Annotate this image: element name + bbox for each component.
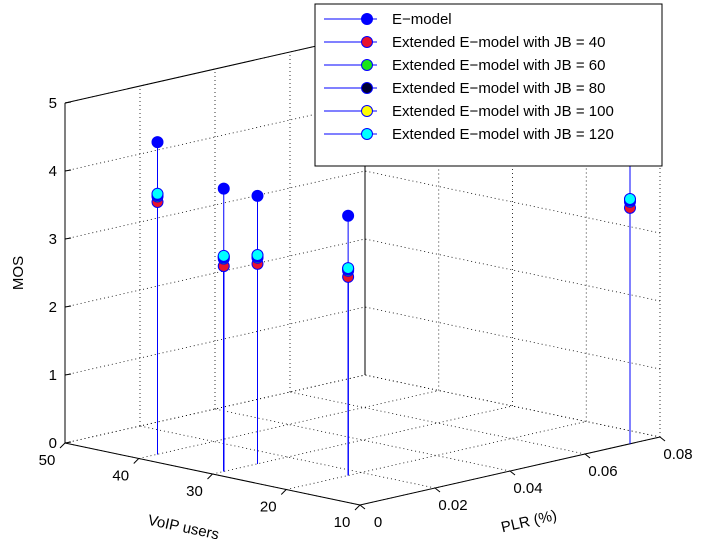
data-point-marker [251, 249, 264, 262]
x-tick-label: 40 [112, 468, 129, 485]
y-tick-label: 0.02 [438, 497, 467, 514]
x-tick [59, 442, 66, 449]
legend-entry-label: Extended E−model with JB = 120 [392, 126, 614, 143]
legend-entry-label: Extended E−model with JB = 80 [392, 80, 605, 97]
markers [151, 136, 636, 283]
legend-entry-label: Extended E−model with JB = 100 [392, 103, 614, 120]
y-tick [659, 436, 666, 442]
grid-line-sidewall-mos [64, 306, 366, 376]
z-tick [64, 373, 72, 376]
y-tick-label: 0.08 [663, 446, 692, 463]
z-tick-label: 0 [49, 435, 57, 452]
z-tick [64, 237, 72, 240]
grid-line-floor-plr [289, 391, 586, 455]
x-tick [207, 473, 213, 480]
legend-entry-label: Extended E−model with JB = 40 [392, 34, 605, 51]
data-point-marker [151, 136, 164, 149]
x-tick [354, 504, 361, 511]
grid-line-floor-users [212, 405, 513, 475]
y-tick-label: 0 [374, 514, 382, 531]
legend-marker [361, 82, 373, 94]
data-point-marker [217, 249, 230, 262]
x-tick-label: 10 [334, 514, 351, 531]
x-axis-label: VoIP users [146, 512, 220, 544]
z-tick [64, 305, 72, 308]
grid-line-floor-users [286, 421, 587, 490]
z-tick-label: 1 [49, 367, 57, 384]
x-tick-label: 20 [260, 499, 277, 516]
legend-marker [361, 59, 373, 71]
x-tick-label: 30 [186, 483, 203, 500]
y-tick-label: 0.06 [588, 463, 617, 480]
data-point-marker [217, 182, 230, 195]
y-tick [359, 504, 366, 510]
z-axis-label: MOS [10, 256, 27, 290]
legend-box [314, 3, 663, 167]
y-tick [434, 487, 441, 493]
legend-marker [361, 105, 373, 117]
x-tick-label: 50 [39, 452, 56, 469]
legend: E−model Extended E−model with JB = 40 Exte… [314, 3, 663, 167]
y-tick-label: 0.04 [513, 480, 542, 497]
grid-line-floor-plr [214, 408, 511, 472]
y-tick [584, 453, 591, 459]
data-point-marker [151, 187, 164, 200]
grid-line-sidewall-mos [64, 374, 366, 444]
legend-entry-label: Extended E−model with JB = 60 [392, 57, 605, 74]
z-tick [64, 169, 72, 172]
y-axis-label: PLR (%) [499, 507, 558, 536]
grid-line-sidewall-mos [64, 238, 366, 308]
z-tick-label: 2 [49, 299, 57, 316]
data-point-marker [624, 193, 636, 205]
grid-line-sidewall-mos [64, 170, 366, 240]
z-tick [64, 441, 72, 444]
legend-marker [361, 36, 373, 48]
legend-marker [361, 13, 373, 25]
data-point-marker [251, 189, 264, 202]
legend-marker [361, 128, 373, 140]
y-tick [509, 470, 516, 476]
grid-line-floor-users [138, 390, 439, 459]
x-tick [133, 458, 140, 464]
z-tick-label: 3 [49, 231, 57, 248]
x-tick [280, 489, 287, 495]
axis-labels: VoIP users PLR (%) MOS [10, 256, 559, 544]
legend-entry-label: E−model [392, 11, 452, 28]
z-tick-label: 4 [49, 163, 57, 180]
z-tick-label: 5 [49, 95, 57, 112]
z-tick [64, 101, 72, 104]
data-point-marker [342, 209, 355, 222]
data-point-marker [342, 262, 355, 275]
